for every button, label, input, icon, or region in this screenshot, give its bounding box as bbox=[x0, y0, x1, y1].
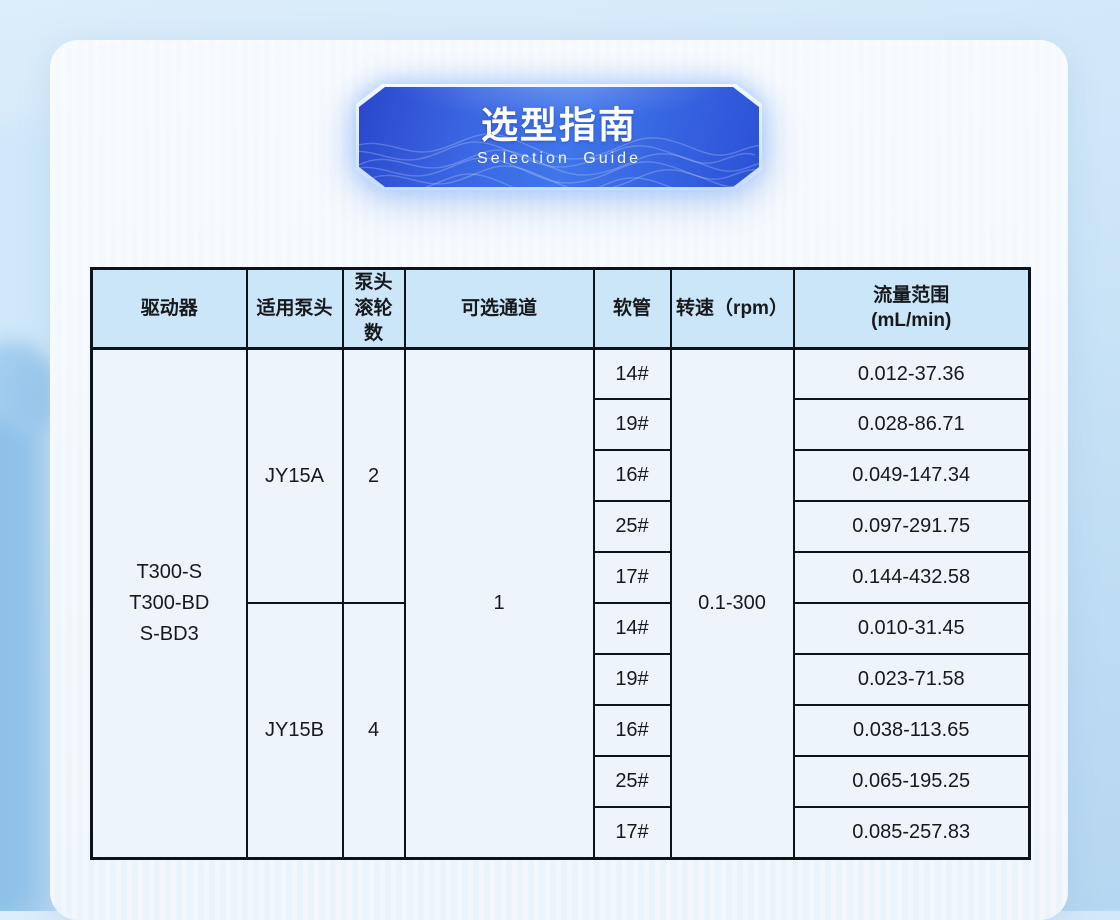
table-row: 19# 0.023-71.58 bbox=[92, 653, 1031, 707]
table-row: 19# 0.028-86.71 bbox=[92, 398, 1031, 452]
banner-subtitle: Selection Guide bbox=[477, 149, 641, 167]
col-header-speed: 转速（rpm） bbox=[669, 267, 795, 350]
flow-range-cell: 0.144-432.58 bbox=[792, 551, 1031, 605]
background-blob bbox=[0, 120, 50, 360]
driver-models-cell: T300-S T300-BD S-BD3 bbox=[90, 347, 248, 860]
selection-table: 驱动器 适用泵头 泵头 滚轮数 可选通道 软管 转速（rpm） 流量范围 (mL… bbox=[90, 267, 1031, 860]
tubing-cell: 14# bbox=[592, 602, 672, 656]
flow-range-cell: 0.049-147.34 bbox=[792, 449, 1031, 503]
col-header-flow-line2: (mL/min) bbox=[871, 310, 952, 332]
roller-count-cell: 2 bbox=[341, 347, 406, 605]
header-row: 驱动器 适用泵头 泵头 滚轮数 可选通道 软管 转速（rpm） 流量范围 (mL… bbox=[90, 267, 1031, 350]
background-photo-strip bbox=[0, 0, 60, 911]
col-header-flow-line1: 流量范围 bbox=[873, 284, 950, 306]
tubing-cell: 25# bbox=[592, 755, 672, 809]
flow-range-cell: 0.038-113.65 bbox=[792, 704, 1031, 758]
roller-count-cell: 4 bbox=[341, 602, 406, 860]
flow-range-cell: 0.012-37.36 bbox=[792, 347, 1031, 401]
banner-title: 选型指南 bbox=[481, 105, 637, 147]
col-header-rollers-line1: 泵头 bbox=[354, 272, 393, 293]
tubing-cell: 25# bbox=[592, 500, 672, 554]
table-row: T300-S T300-BD S-BD3 JY15A 2 1 14# 0.1-3… bbox=[90, 347, 1031, 860]
main-card: 选型指南 Selection Guide 驱动器 适用泵头 泵头 滚轮数 bbox=[50, 40, 1068, 920]
col-header-pump-head: 适用泵头 bbox=[245, 267, 344, 350]
table-row: 25# 0.065-195.25 bbox=[92, 755, 1031, 809]
flow-range-cell: 0.010-31.45 bbox=[792, 602, 1031, 656]
driver-model: S-BD3 bbox=[139, 622, 199, 645]
table-row: JY15B 4 14# 0.010-31.45 bbox=[92, 602, 1031, 860]
tubing-cell: 17# bbox=[592, 806, 672, 860]
background-blob bbox=[0, 420, 30, 911]
flow-range-cell: 0.023-71.58 bbox=[792, 653, 1031, 707]
col-header-rollers: 泵头 滚轮数 bbox=[341, 267, 406, 350]
col-header-driver: 驱动器 bbox=[90, 267, 248, 350]
tubing-cell: 19# bbox=[592, 653, 672, 707]
table-row: 17# 0.144-432.58 bbox=[92, 551, 1031, 605]
col-header-tubing: 软管 bbox=[592, 267, 672, 350]
speed-cell: 0.1-300 bbox=[669, 347, 795, 860]
pump-head-cell: JY15A bbox=[245, 347, 344, 605]
table-row: 16# 0.038-113.65 bbox=[92, 704, 1031, 758]
col-header-flow: 流量范围 (mL/min) bbox=[792, 267, 1031, 350]
col-header-rollers-line2: 滚轮数 bbox=[354, 297, 393, 345]
selection-table-container: 驱动器 适用泵头 泵头 滚轮数 可选通道 软管 转速（rpm） 流量范围 (mL… bbox=[90, 267, 1031, 860]
driver-model: T300-BD bbox=[129, 591, 210, 614]
table-row: 17# 0.085-257.83 bbox=[92, 806, 1031, 860]
col-header-channels: 可选通道 bbox=[403, 267, 595, 350]
pump-head-cell: JY15B bbox=[245, 602, 344, 860]
flow-range-cell: 0.028-86.71 bbox=[792, 398, 1031, 452]
channels-cell: 1 bbox=[403, 347, 595, 860]
driver-model: T300-S bbox=[136, 560, 203, 583]
flow-range-cell: 0.065-195.25 bbox=[792, 755, 1031, 809]
table-row: 25# 0.097-291.75 bbox=[92, 500, 1031, 554]
tubing-cell: 19# bbox=[592, 398, 672, 452]
flow-range-cell: 0.085-257.83 bbox=[792, 806, 1031, 860]
tubing-cell: 16# bbox=[592, 449, 672, 503]
tubing-cell: 17# bbox=[592, 551, 672, 605]
banner-body: 选型指南 Selection Guide bbox=[359, 87, 759, 187]
flow-range-cell: 0.097-291.75 bbox=[792, 500, 1031, 554]
banner-frame: 选型指南 Selection Guide bbox=[356, 84, 762, 190]
tubing-cell: 14# bbox=[592, 347, 672, 401]
selection-guide-banner: 选型指南 Selection Guide bbox=[356, 84, 762, 190]
background-blob bbox=[8, 360, 54, 430]
table-row: 16# 0.049-147.34 bbox=[92, 449, 1031, 503]
tubing-cell: 16# bbox=[592, 704, 672, 758]
